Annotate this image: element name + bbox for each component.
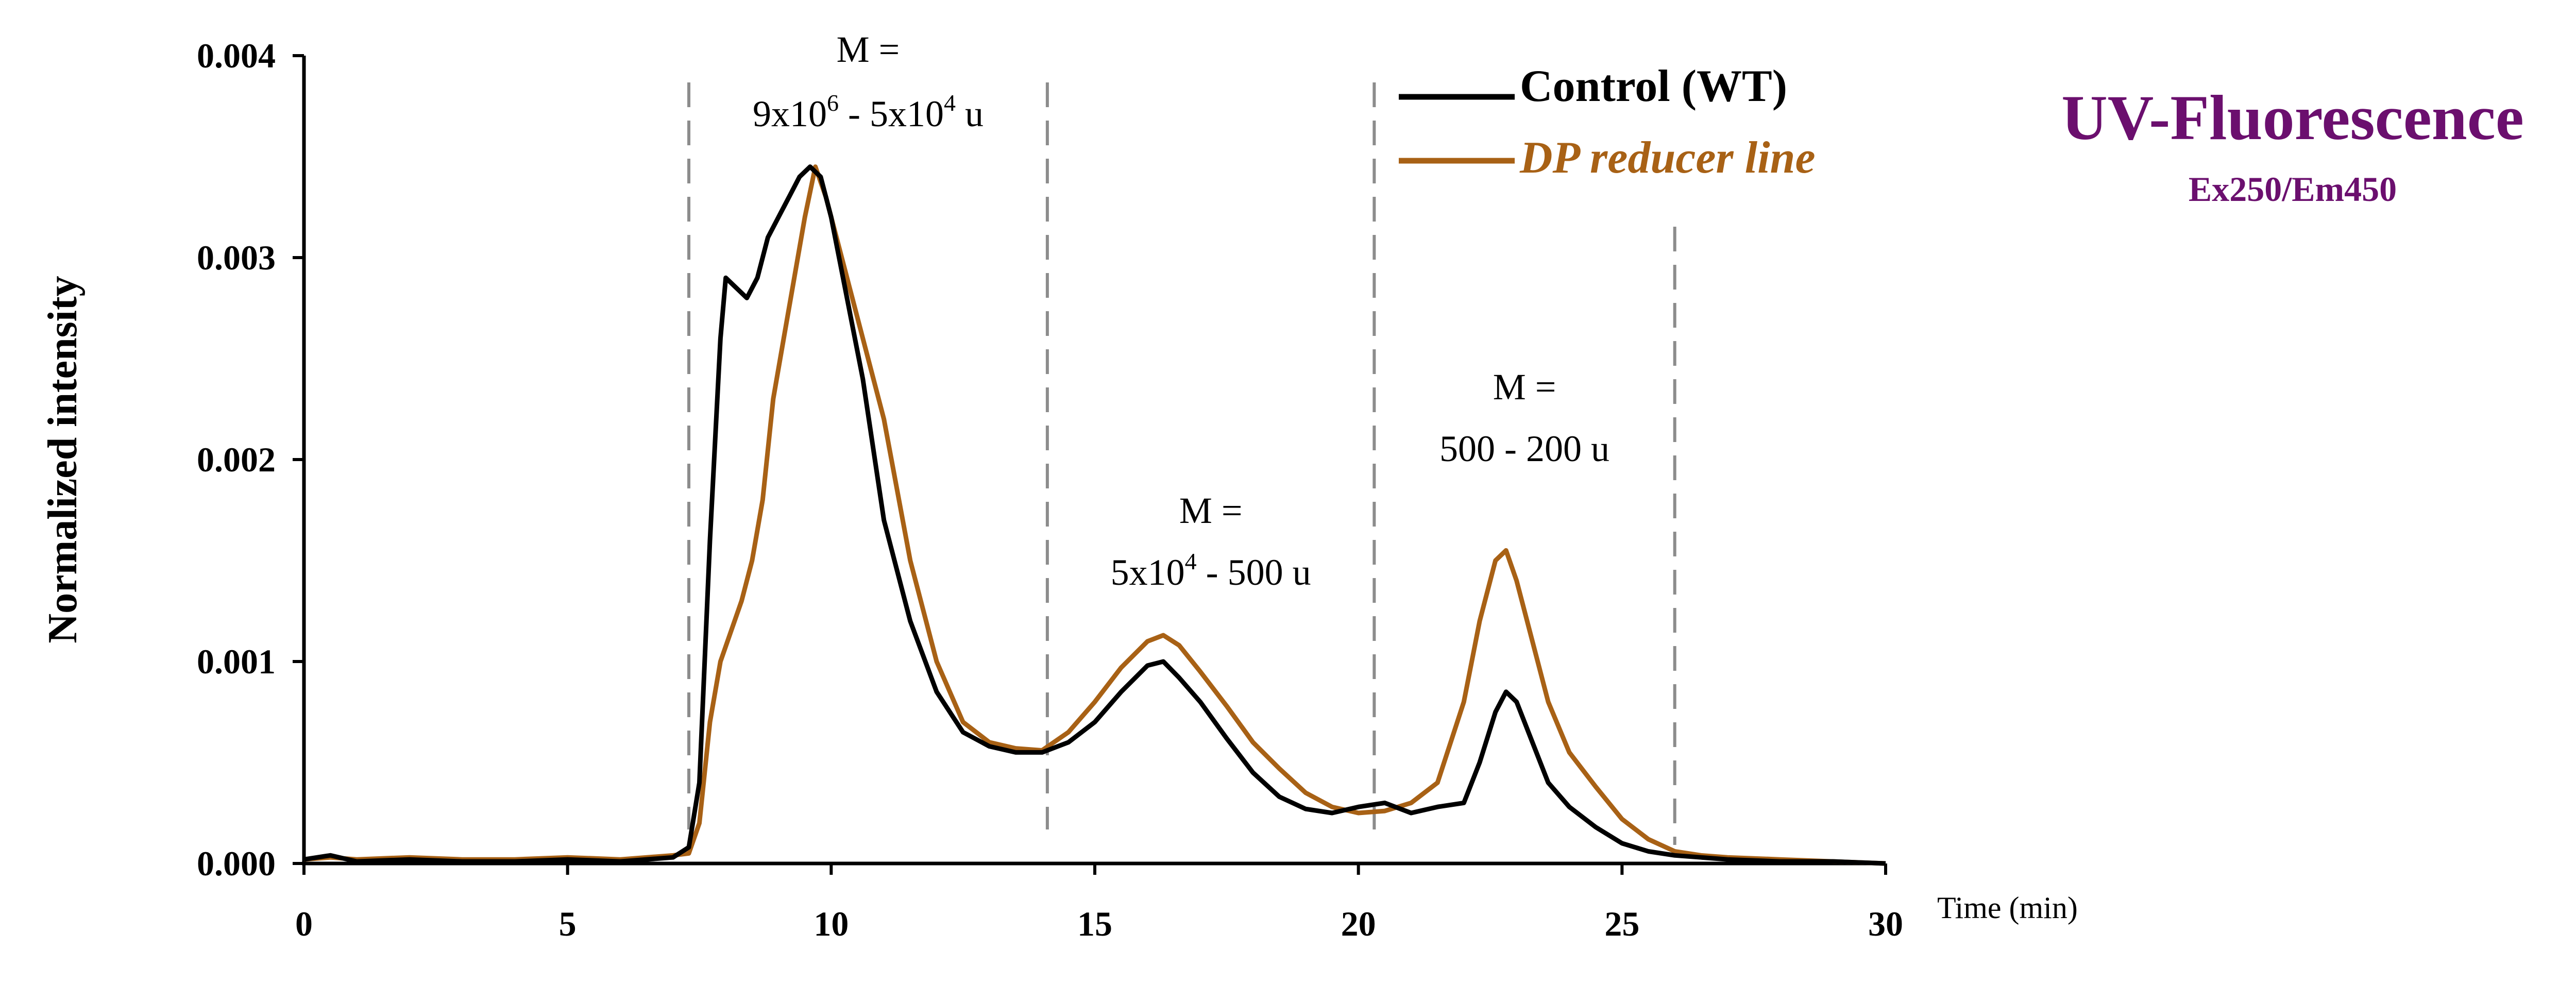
- series-line-dp-reducer: [303, 164, 1886, 866]
- region-label-line2: 500 - 200 u: [1439, 428, 1609, 469]
- y-ticks: 0.000 0.001 0.002 0.003 0.004: [197, 36, 304, 883]
- y-axis-label: Normalized intensity: [40, 276, 86, 643]
- mass-regions: M = 9x106 - 5x104 u M = 5x104 - 500 u M = 500…: [687, 29, 1676, 845]
- region-label-line2: 9x106 - 5x104 u: [753, 90, 984, 134]
- x-tick-label: 30: [1868, 904, 1903, 943]
- region-label-line1: M =: [837, 29, 900, 70]
- y-tick-label: 0.002: [197, 440, 276, 479]
- region-label-line2: 5x104 - 500 u: [1111, 548, 1311, 593]
- x-axis-label: Time (min): [1937, 891, 2078, 925]
- annotation-title: UV-Fluorescence: [2061, 82, 2524, 153]
- x-ticks: 0 5 10 15 20 25 30: [295, 863, 1903, 943]
- legend-label-control: Control (WT): [1520, 61, 1787, 111]
- y-tick-label: 0.004: [197, 36, 276, 75]
- x-tick-label: 25: [1604, 904, 1639, 943]
- x-tick-label: 0: [295, 904, 313, 943]
- x-tick-label: 20: [1341, 904, 1376, 943]
- x-tick-label: 15: [1077, 904, 1112, 943]
- legend-label-dp-reducer: DP reducer line: [1519, 133, 1816, 183]
- annotation-subtitle: Ex250/Em450: [2189, 170, 2397, 209]
- series-lines: [303, 164, 1886, 866]
- y-tick-label: 0.003: [197, 238, 276, 277]
- y-tick-label: 0.000: [197, 844, 276, 883]
- region-label-line1: M =: [1493, 366, 1556, 408]
- y-tick-label: 0.001: [197, 642, 276, 681]
- legend: Control (WT) DP reducer line: [1399, 61, 1816, 183]
- x-tick-label: 10: [814, 904, 849, 943]
- x-tick-label: 5: [559, 904, 577, 943]
- region-label-line1: M =: [1179, 490, 1243, 531]
- series-line-control: [303, 164, 1886, 866]
